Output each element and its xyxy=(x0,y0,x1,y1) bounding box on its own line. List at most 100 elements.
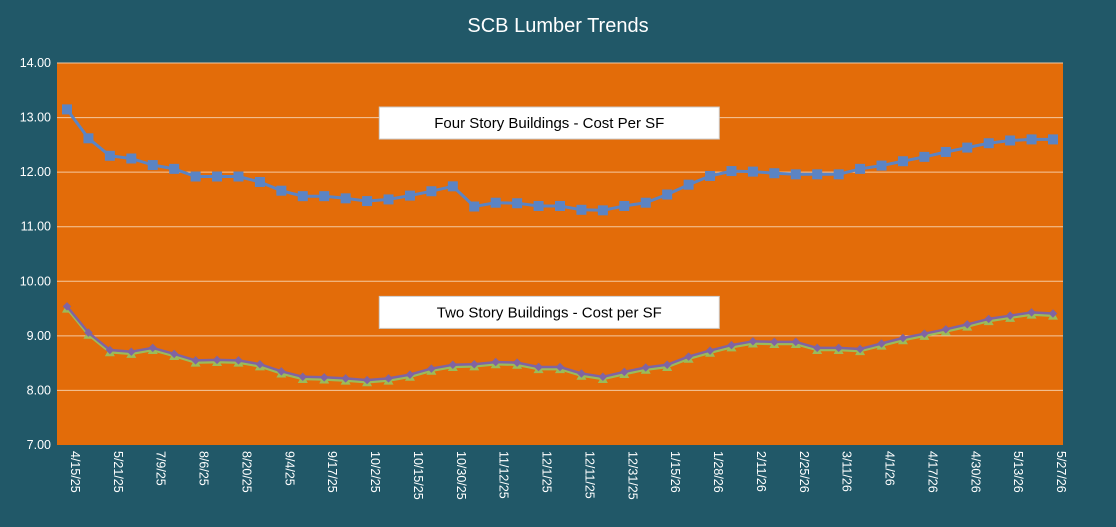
data-point xyxy=(683,179,694,190)
data-point xyxy=(576,204,587,215)
data-point xyxy=(104,150,115,161)
data-point xyxy=(877,339,886,348)
x-tick-label: 2/25/26 xyxy=(797,451,811,493)
data-point xyxy=(212,355,222,365)
x-tick-label: 9/17/25 xyxy=(325,451,339,493)
data-point xyxy=(105,345,115,355)
data-point xyxy=(319,373,329,382)
data-point xyxy=(427,364,436,373)
data-point xyxy=(533,200,544,211)
data-point xyxy=(791,337,801,347)
data-point xyxy=(340,193,351,204)
data-point xyxy=(748,337,758,346)
data-point xyxy=(962,142,973,153)
data-point xyxy=(898,333,908,343)
data-point xyxy=(404,190,415,201)
y-tick-label: 11.00 xyxy=(21,220,51,234)
annotation-background xyxy=(378,106,720,140)
x-tick-label: 1/28/26 xyxy=(711,451,725,493)
x-tick-label: 10/30/25 xyxy=(454,451,468,500)
data-point xyxy=(276,185,287,196)
data-point xyxy=(512,198,523,209)
data-point xyxy=(254,176,265,187)
x-tick-label: 5/21/25 xyxy=(111,451,125,493)
data-point xyxy=(62,104,72,115)
data-point xyxy=(641,363,650,372)
data-point xyxy=(277,367,286,376)
x-tick-label: 12/31/25 xyxy=(625,451,639,500)
data-point xyxy=(234,356,243,365)
data-point xyxy=(705,170,716,181)
data-point xyxy=(747,166,758,177)
data-point xyxy=(298,372,308,382)
data-point xyxy=(1048,309,1058,318)
data-point xyxy=(534,362,543,372)
x-tick-label: 3/11/26 xyxy=(840,451,854,492)
x-tick-label: 1/15/26 xyxy=(668,451,682,493)
annotation-box: Four Story Buildings - Cost Per SF xyxy=(378,106,720,140)
x-tick-label: 5/13/26 xyxy=(1011,451,1025,493)
data-point xyxy=(512,358,522,367)
data-point xyxy=(640,197,651,208)
data-point xyxy=(212,171,223,182)
y-tick-label: 10.00 xyxy=(20,274,51,288)
x-tick-label: 9/4/25 xyxy=(282,451,296,486)
data-point xyxy=(405,370,415,379)
data-point xyxy=(684,352,693,361)
data-point xyxy=(147,160,158,171)
data-point xyxy=(319,191,330,202)
data-point xyxy=(727,340,736,350)
data-point xyxy=(833,169,844,180)
y-tick-label: 9.00 xyxy=(27,329,51,343)
series-layer xyxy=(62,104,1058,387)
x-tick-label: 4/30/26 xyxy=(968,451,982,493)
y-axis: 7.00 8.00 9.00 10.00 11.00 12.00 13.00 14.00 xyxy=(20,56,51,452)
annotations: Four Story Buildings - Cost Per SF Two St… xyxy=(378,106,720,329)
data-point xyxy=(448,360,458,370)
x-tick-label: 5/27/26 xyxy=(1054,451,1068,493)
data-point xyxy=(1048,134,1058,145)
data-point xyxy=(426,186,437,197)
annotation-background xyxy=(378,295,720,329)
data-point xyxy=(470,359,479,369)
data-point xyxy=(384,374,393,383)
data-point xyxy=(362,375,372,385)
data-point xyxy=(469,201,480,212)
x-tick-label: 7/9/25 xyxy=(154,451,168,486)
data-point xyxy=(341,374,350,383)
data-point xyxy=(383,194,394,205)
data-point xyxy=(1026,134,1037,145)
data-point xyxy=(1005,311,1015,320)
data-point xyxy=(297,191,308,202)
annotation-label: Two Story Buildings - Cost per SF xyxy=(437,304,662,321)
data-point xyxy=(726,166,737,177)
chart-title: SCB Lumber Trends xyxy=(467,15,648,37)
data-point xyxy=(83,133,94,144)
annotation-box: Two Story Buildings - Cost per SF xyxy=(378,295,720,329)
x-tick-label: 10/2/25 xyxy=(368,451,382,493)
data-point xyxy=(1027,308,1036,317)
x-tick-label: 10/15/25 xyxy=(411,451,425,500)
data-point xyxy=(662,189,673,200)
y-tick-label: 13.00 xyxy=(20,111,51,125)
data-point xyxy=(790,169,801,180)
data-point xyxy=(1005,135,1016,146)
data-point xyxy=(169,349,179,359)
annotation-label: Four Story Buildings - Cost Per SF xyxy=(434,115,664,132)
y-tick-label: 14.00 xyxy=(20,56,51,70)
y-tick-label: 7.00 xyxy=(27,438,51,452)
data-point xyxy=(84,328,93,337)
x-tick-label: 2/11/26 xyxy=(754,451,768,492)
data-point xyxy=(491,357,500,367)
x-axis: 4/15/25 5/21/25 7/9/25 8/6/25 8/20/25 9/4/25 9… xyxy=(68,451,1068,500)
x-tick-label: 4/1/26 xyxy=(883,451,897,486)
data-point xyxy=(555,200,565,211)
y-tick-label: 8.00 xyxy=(27,383,51,397)
data-point xyxy=(126,153,137,164)
data-point xyxy=(169,163,180,174)
data-point xyxy=(769,168,780,179)
data-point xyxy=(598,372,608,382)
data-point xyxy=(984,314,993,324)
